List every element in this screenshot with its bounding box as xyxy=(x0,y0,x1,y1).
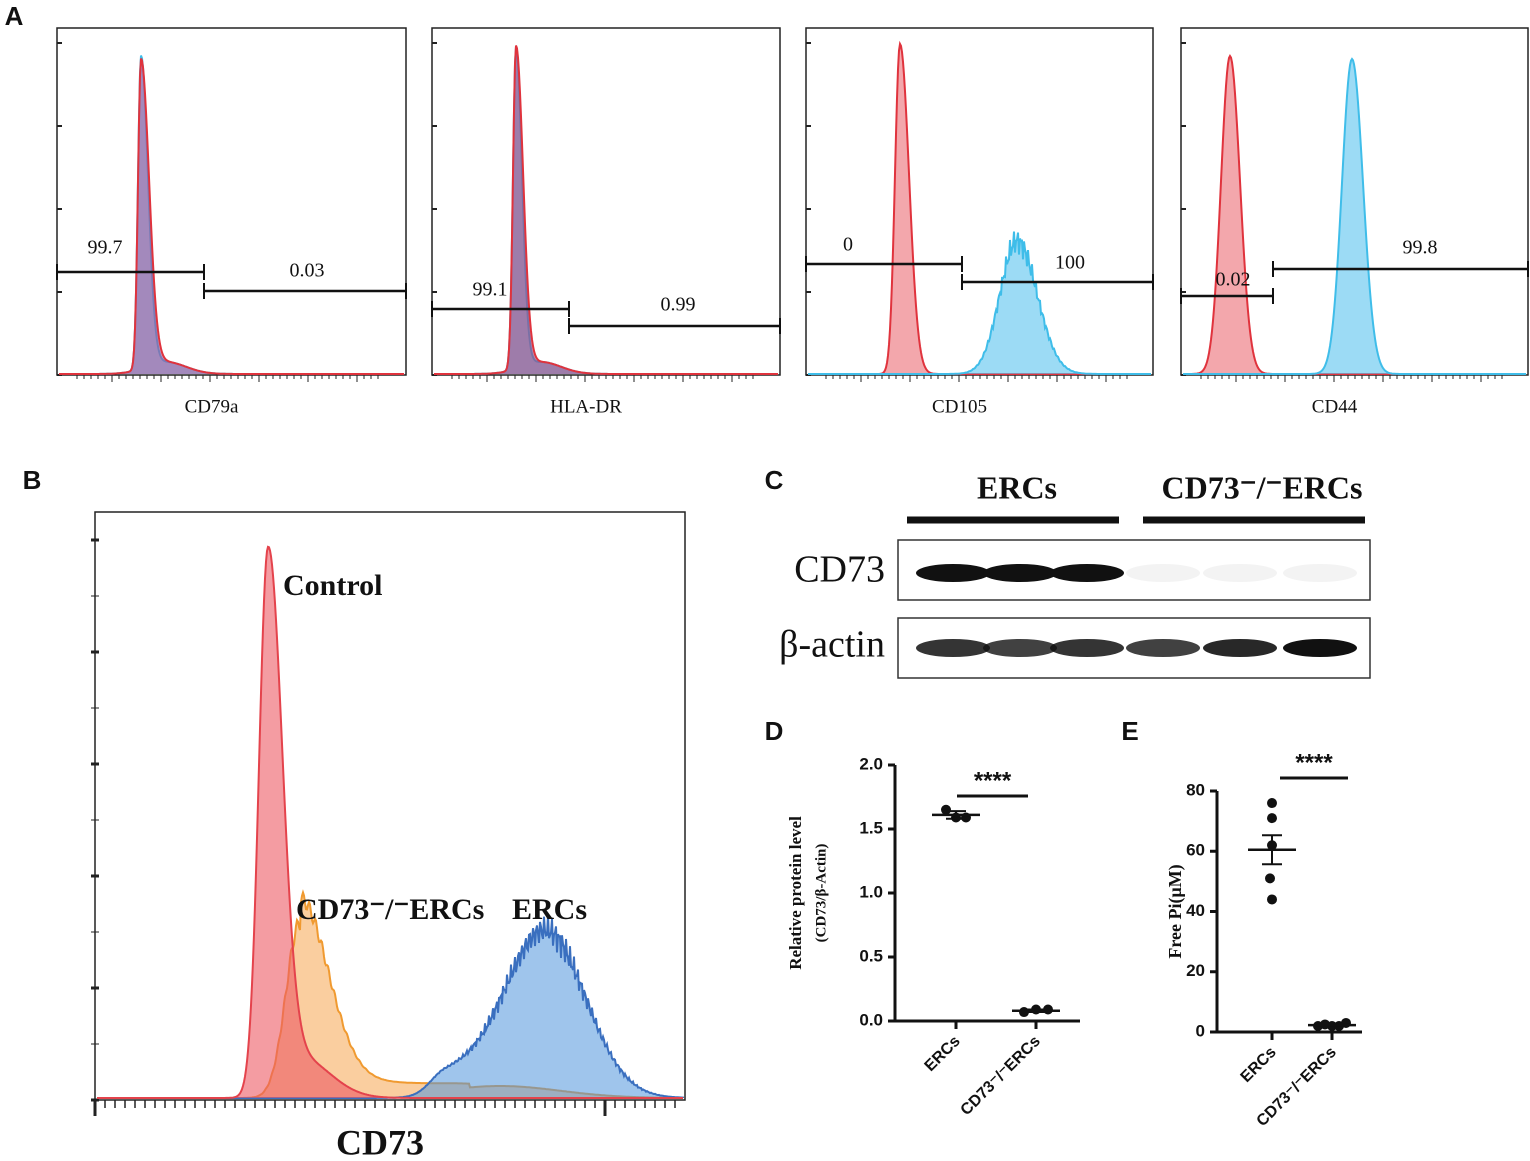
band xyxy=(983,639,1057,657)
histogram-line xyxy=(1183,57,1526,375)
y-tick-label: 20 xyxy=(1186,961,1205,980)
y-axis-label: Relative protein level xyxy=(786,816,805,970)
band xyxy=(1283,564,1357,582)
band xyxy=(983,564,1057,582)
y-axis-label: (CD73/β-Actin) xyxy=(813,844,829,943)
gate-value: 99.8 xyxy=(1403,237,1438,259)
x-axis-label: CD44 xyxy=(1312,396,1358,417)
series-label: CD73⁻/⁻ERCs xyxy=(296,893,484,926)
y-tick-label: 0.0 xyxy=(859,1010,883,1029)
panel-label: B xyxy=(23,465,42,495)
y-tick-label: 0 xyxy=(1196,1021,1205,1040)
gate-value: 0.03 xyxy=(290,260,325,282)
y-tick-label: 80 xyxy=(1186,780,1205,799)
y-tick-label: 1.5 xyxy=(859,818,883,837)
significance-label: **** xyxy=(1295,749,1333,776)
y-tick-label: 0.5 xyxy=(859,946,883,965)
x-axis-label: CD79a xyxy=(185,396,239,417)
data-point xyxy=(1267,798,1277,809)
y-tick-label: 2.0 xyxy=(859,754,883,773)
histogram-fill xyxy=(97,915,683,1098)
data-point xyxy=(941,804,951,815)
band xyxy=(1203,564,1277,582)
gate-value: 0 xyxy=(843,234,853,256)
gate-value: 100 xyxy=(1055,252,1085,274)
series-label: Control xyxy=(283,569,382,602)
histogram-fill xyxy=(808,44,1151,374)
row-label: CD73 xyxy=(794,549,885,591)
band xyxy=(916,564,990,582)
gate-value: 0.02 xyxy=(1216,269,1251,291)
histogram-fill xyxy=(1183,59,1526,374)
band xyxy=(1203,639,1277,657)
data-point xyxy=(1267,894,1277,905)
histogram-line xyxy=(434,45,778,375)
group-label: ERCs xyxy=(977,469,1057,505)
band xyxy=(916,639,990,657)
row-label: β-actin xyxy=(779,624,885,666)
x-axis-label: CD73 xyxy=(336,1122,424,1161)
histogram-line xyxy=(808,231,1151,375)
data-point xyxy=(1267,813,1277,824)
band xyxy=(1050,639,1124,657)
y-axis-label: Free Pi(μM) xyxy=(1165,864,1186,958)
significance-label: **** xyxy=(974,767,1012,794)
panel-label: E xyxy=(1121,716,1138,746)
band xyxy=(1283,639,1357,657)
gate-value: 0.99 xyxy=(661,294,696,316)
x-axis-label: HLA-DR xyxy=(550,396,622,417)
histogram-line xyxy=(59,58,404,375)
histogram-fill xyxy=(1183,56,1526,374)
histogram-fill xyxy=(434,45,778,374)
histogram-fill xyxy=(59,58,404,374)
gate-value: 99.7 xyxy=(88,237,123,259)
band xyxy=(1126,639,1200,657)
plot-frame xyxy=(94,511,686,1101)
data-point xyxy=(1341,1017,1351,1028)
histogram-line xyxy=(97,545,683,1099)
group-label: CD73⁻/⁻ERCs xyxy=(1162,469,1363,505)
panel-label: C xyxy=(765,465,784,495)
series-label: ERCs xyxy=(512,893,587,926)
gate-value: 99.1 xyxy=(473,279,508,301)
y-tick-label: 60 xyxy=(1186,841,1205,860)
x-axis-label: CD105 xyxy=(932,396,987,417)
panel-label: D xyxy=(765,716,784,746)
panel-label: A xyxy=(5,1,24,31)
y-tick-label: 1.0 xyxy=(859,882,883,901)
y-tick-label: 40 xyxy=(1186,901,1205,920)
data-point xyxy=(1265,873,1275,884)
band xyxy=(1126,564,1200,582)
band xyxy=(1050,564,1124,582)
